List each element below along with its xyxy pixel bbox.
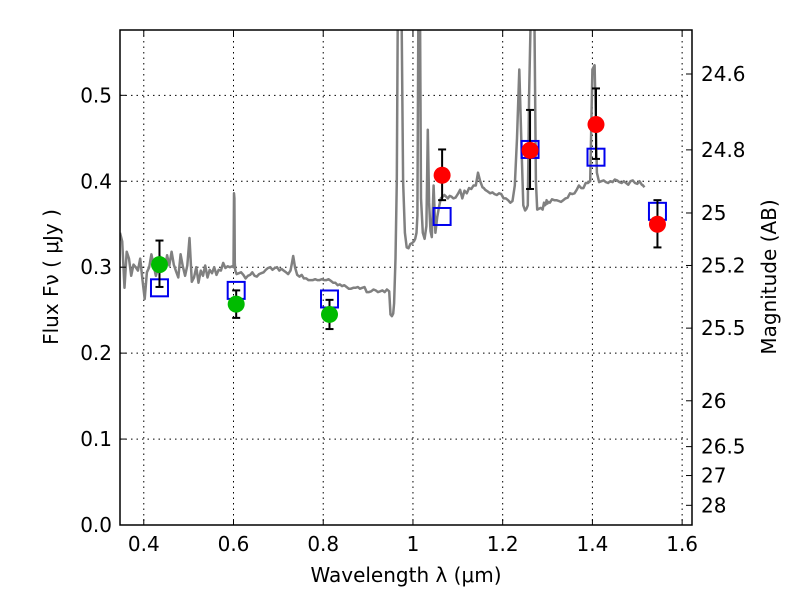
plot-area — [120, 30, 667, 331]
photometry-point — [433, 166, 451, 184]
photometry-point — [521, 141, 539, 159]
y-tick-label: 0.5 — [80, 83, 112, 107]
right-tick-label: 24.6 — [701, 62, 746, 86]
photometry-point — [227, 295, 245, 313]
plot-frame — [119, 29, 693, 526]
grid — [120, 30, 692, 525]
right-tick-label: 28 — [701, 493, 726, 517]
right-axis-ticks: 24.6 24.8 25 25.2 25.5 26 26.5 27 28 — [686, 62, 746, 517]
right-tick-label: 26 — [701, 389, 726, 413]
y-tick-label: 0.0 — [80, 513, 112, 537]
right-tick-label: 25.5 — [701, 316, 746, 340]
photometry-point — [648, 215, 666, 233]
y-tick-label: 0.4 — [80, 169, 112, 193]
right-axis-label: Magnitude (AB) — [757, 199, 781, 354]
right-tick-label: 27 — [701, 464, 726, 488]
y-tick-label: 0.1 — [80, 427, 112, 451]
spectrum-line — [120, 30, 646, 318]
y-tick-label: 0.2 — [80, 341, 112, 365]
right-tick-label: 26.5 — [701, 435, 746, 459]
x-axis-ticks: 0.4 0.6 0.8 1 1.2 1.4 1.6 — [128, 30, 698, 556]
x-tick-label: 0.6 — [218, 532, 250, 556]
x-tick-label: 1.6 — [666, 532, 698, 556]
right-tick-label: 25 — [701, 201, 726, 225]
photometry-point — [587, 116, 605, 134]
model-box-marker — [432, 206, 452, 226]
right-tick-label: 25.2 — [701, 253, 746, 277]
y-axis-label: Flux Fν ( μJy ) — [39, 209, 63, 345]
x-tick-label: 1 — [407, 532, 420, 556]
x-tick-label: 0.4 — [128, 532, 160, 556]
photometry-point — [321, 305, 339, 323]
x-tick-label: 0.8 — [307, 532, 339, 556]
right-tick-label: 24.8 — [701, 138, 746, 162]
y-axis-ticks: 0.0 0.1 0.2 0.3 0.4 0.5 — [80, 83, 126, 537]
x-tick-label: 1.4 — [576, 532, 608, 556]
y-tick-label: 0.3 — [80, 255, 112, 279]
x-axis-label: Wavelength λ (μm) — [310, 563, 501, 587]
photometry-points — [150, 116, 666, 323]
x-tick-label: 1.2 — [487, 532, 519, 556]
photometry-point — [150, 256, 168, 274]
